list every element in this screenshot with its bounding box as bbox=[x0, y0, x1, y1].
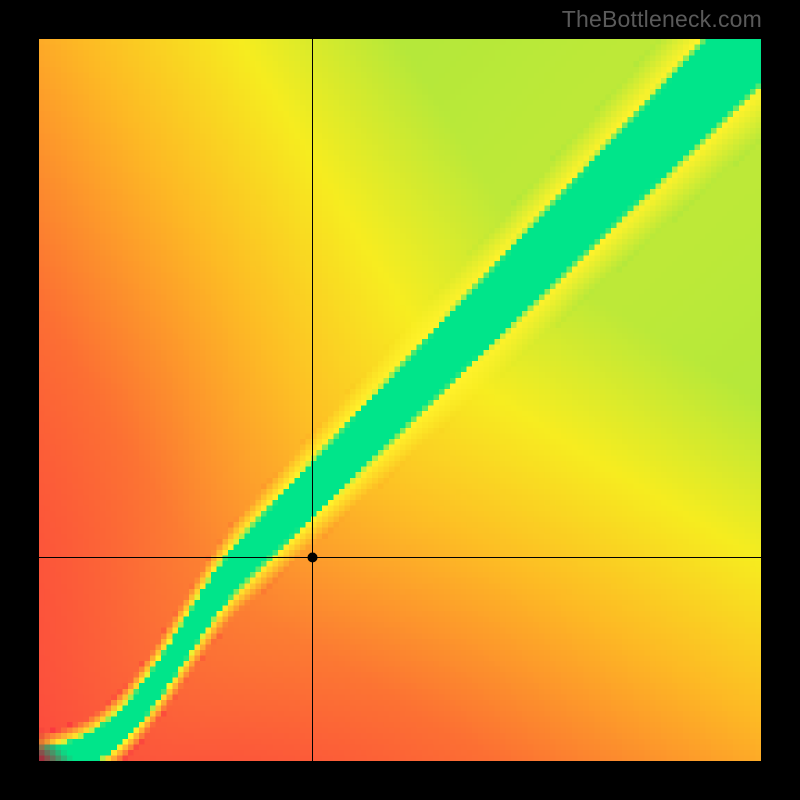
watermark-text: TheBottleneck.com bbox=[562, 6, 762, 33]
bottleneck-heatmap bbox=[39, 39, 761, 761]
crosshair-overlay bbox=[39, 39, 761, 761]
